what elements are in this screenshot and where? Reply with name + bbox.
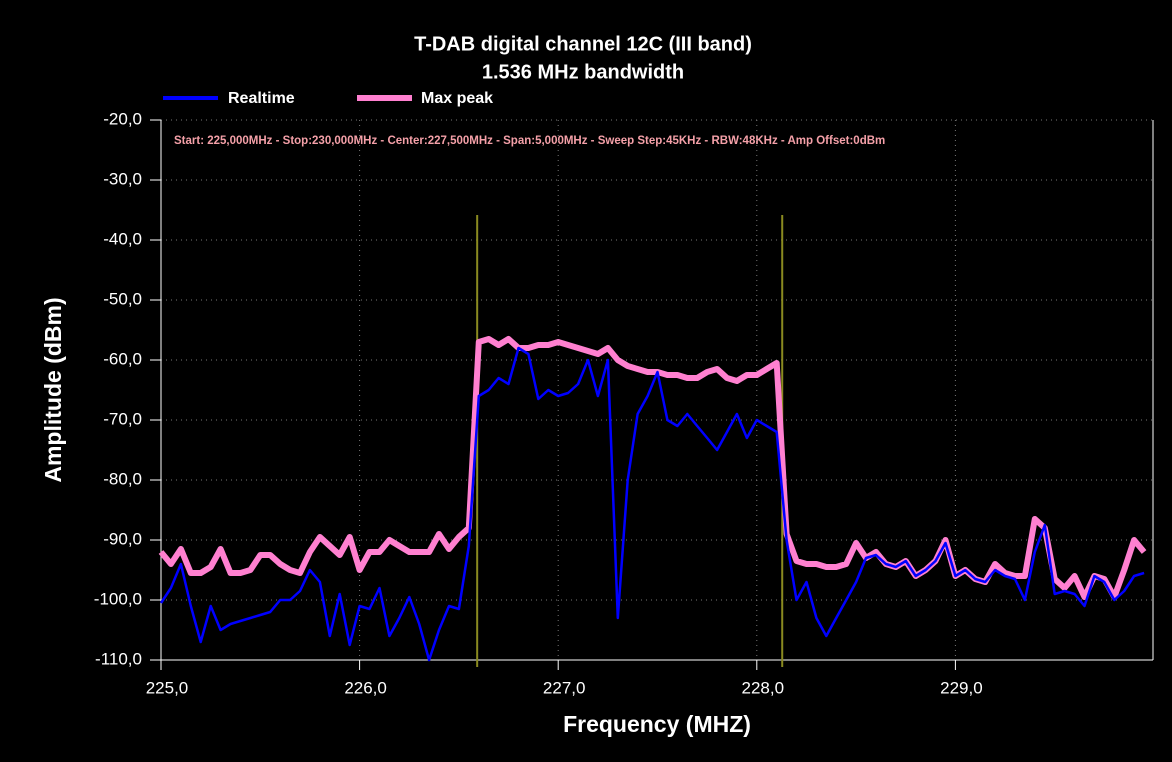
y-tick-label: -80,0 [103,469,142,488]
legend-label: Realtime [228,90,295,107]
x-tick-label: 228,0 [742,678,785,697]
y-tick-label: -60,0 [103,349,142,368]
y-tick-label: -100,0 [94,589,142,608]
y-tick-label: -50,0 [103,289,142,308]
y-axis-label: Amplitude (dBm) [40,297,66,482]
y-tick-label: -110,0 [95,649,142,668]
y-tick-label: -20,0 [103,109,142,128]
series-line [159,346,1145,662]
x-axis-label: Frequency (MHZ) [563,711,751,737]
y-tick-label: -40,0 [103,229,142,248]
x-tick-label: 226,0 [344,678,387,697]
x-tick-label: 229,0 [940,678,983,697]
chart-subtitle: 1.536 MHz bandwidth [482,61,684,83]
sweep-info: Start: 225,000MHz - Stop:230,000MHz - Ce… [174,135,885,147]
chart-title: T-DAB digital channel 12C (III band) [414,33,752,55]
y-tick-label: -70,0 [103,409,142,428]
legend-label: Max peak [421,90,493,107]
y-tick-label: -90,0 [103,529,142,548]
x-tick-label: 225,0 [146,678,189,697]
x-tick-label: 227,0 [543,678,586,697]
y-tick-label: -30,0 [103,169,142,188]
